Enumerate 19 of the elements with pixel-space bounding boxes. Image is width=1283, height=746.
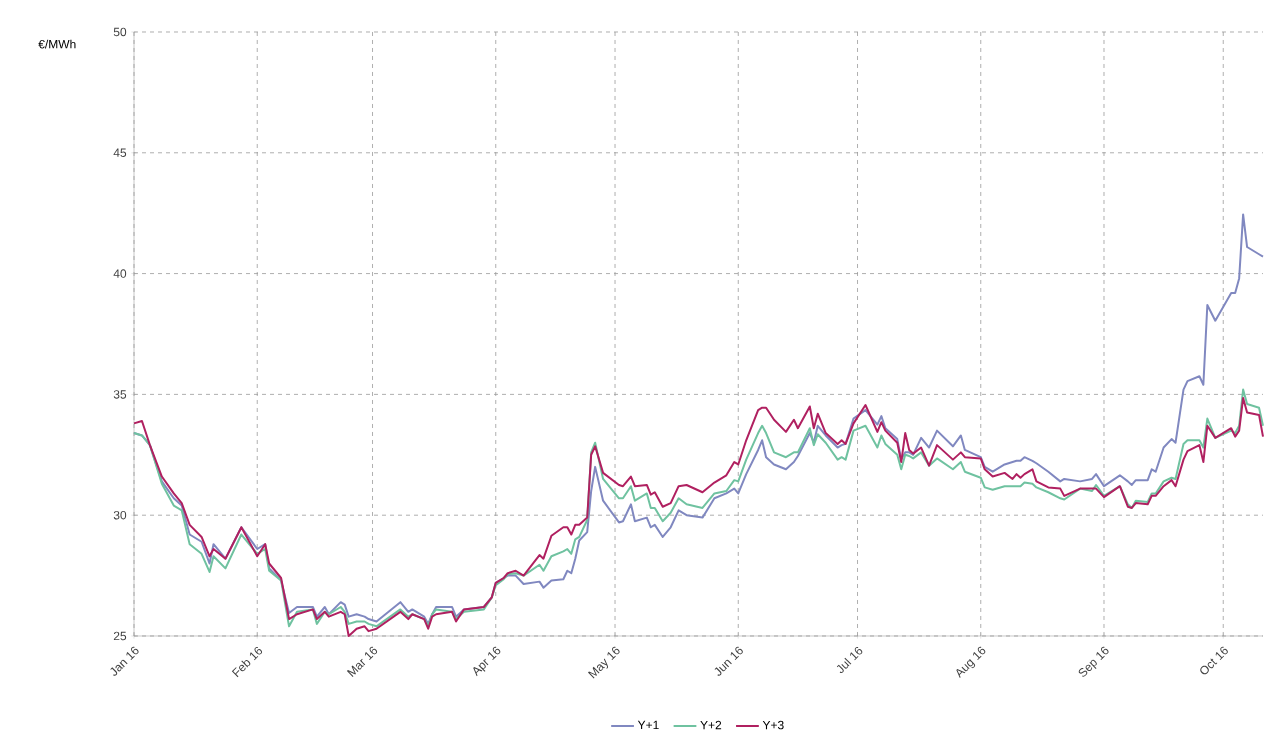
- x-tick-label: Mar 16: [346, 646, 378, 677]
- x-tick-label: Feb 16: [231, 646, 263, 678]
- x-tick-label: Jul 16: [836, 646, 863, 674]
- y-tick-label: 25: [113, 631, 127, 641]
- x-tick-label: Jan 16: [110, 646, 139, 676]
- legend-label: Y+3: [762, 720, 784, 730]
- legend-label: Y+2: [700, 720, 722, 730]
- x-tick-label: Oct 16: [1200, 646, 1228, 675]
- legend-label: Y+1: [637, 720, 659, 730]
- x-tick-label: Aug 16: [956, 646, 986, 679]
- y-tick-label: 45: [113, 148, 127, 157]
- y-tick-label: 35: [113, 390, 127, 399]
- y-tick-label: 50: [113, 27, 127, 37]
- x-tick-label: Jun 16: [714, 646, 743, 676]
- x-tick-label: Apr 16: [473, 646, 501, 677]
- x-tick-label: Sep 16: [1078, 646, 1109, 677]
- y-axis-title: €/MWh: [38, 39, 76, 49]
- y-tick-label: 30: [113, 510, 127, 520]
- y-tick-label: 40: [113, 269, 127, 278]
